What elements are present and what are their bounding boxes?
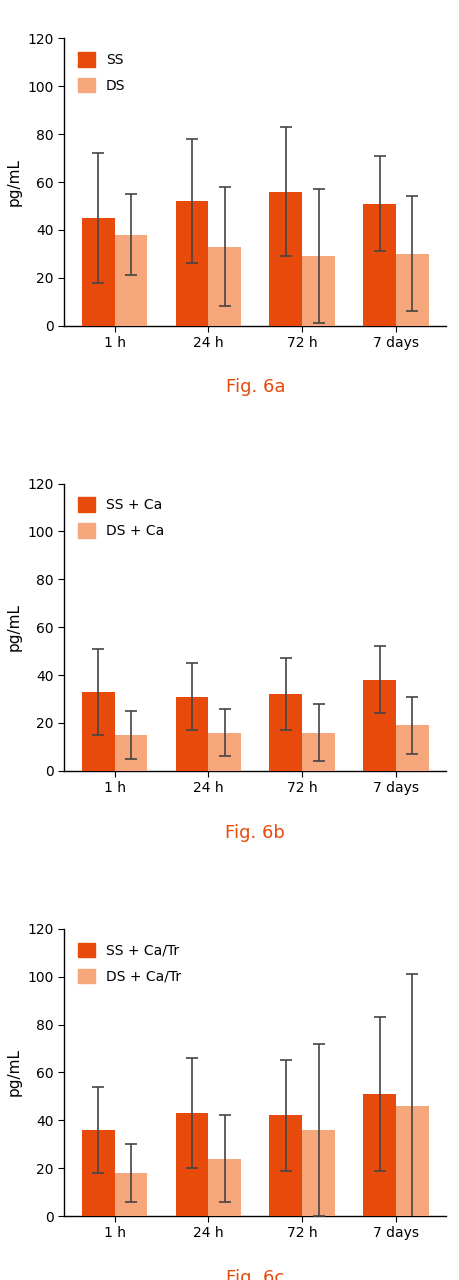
Bar [175,696,208,771]
Y-axis label: pg/mL: pg/mL [7,1048,22,1097]
Legend: SS + Ca, DS + Ca: SS + Ca, DS + Ca [71,490,171,545]
Y-axis label: pg/mL: pg/mL [7,603,22,652]
Bar [395,1106,428,1216]
Bar [395,253,428,325]
Text: Fig. 6a: Fig. 6a [225,379,285,397]
Bar [269,1115,302,1216]
Bar [208,732,241,771]
Bar [208,1158,241,1216]
Bar [114,1172,147,1216]
Bar [302,1130,334,1216]
Bar [302,256,334,325]
Bar [363,680,395,771]
Bar [82,691,114,771]
Legend: SS, DS: SS, DS [71,45,132,100]
Y-axis label: pg/mL: pg/mL [7,157,22,206]
Bar [363,1094,395,1216]
Text: Fig. 6b: Fig. 6b [225,823,285,841]
Bar [82,218,114,325]
Bar [395,726,428,771]
Bar [175,1114,208,1216]
Bar [363,204,395,325]
Legend: SS + Ca/Tr, DS + Ca/Tr: SS + Ca/Tr, DS + Ca/Tr [71,936,188,991]
Bar [114,735,147,771]
Text: Fig. 6c: Fig. 6c [226,1268,284,1280]
Bar [208,247,241,325]
Bar [114,234,147,325]
Bar [269,694,302,771]
Bar [175,201,208,325]
Bar [82,1130,114,1216]
Bar [302,732,334,771]
Bar [269,192,302,325]
